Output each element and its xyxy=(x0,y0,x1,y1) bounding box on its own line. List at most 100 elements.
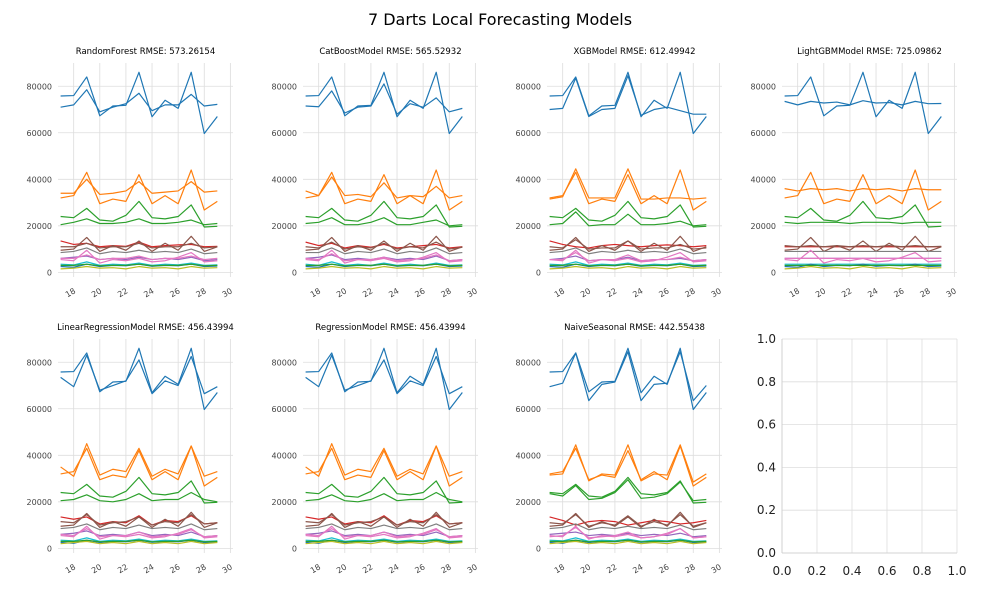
x-tick-label: 24 xyxy=(387,562,400,575)
subplot-title: LightGBMModel RMSE: 725.09862 xyxy=(797,47,942,57)
series-line xyxy=(60,537,218,542)
x-tick-label: 24 xyxy=(142,562,155,575)
x-tick-label: 20 xyxy=(90,562,103,575)
series-line xyxy=(305,235,463,253)
series-line xyxy=(784,169,942,211)
series-line xyxy=(305,514,463,526)
y-tick-label: 60000 xyxy=(516,129,541,138)
series-line xyxy=(60,254,218,261)
x-tick-label: 22 xyxy=(116,286,129,299)
subplot-title: RegressionModel RMSE: 456.43994 xyxy=(315,323,465,333)
series-line xyxy=(305,83,463,115)
series-line xyxy=(549,531,707,538)
subplot-2: CatBoostModel RMSE: 565.52932 0 20000 40000… xyxy=(272,47,479,299)
x-tick-label: 26 xyxy=(168,562,181,575)
x-tick-label: 1.0 xyxy=(947,564,966,578)
series-line xyxy=(305,176,463,199)
series-line xyxy=(60,515,218,526)
x-tick-label: 22 xyxy=(116,562,129,575)
series-line xyxy=(60,247,218,255)
series-line xyxy=(60,249,218,264)
series-line xyxy=(305,540,463,545)
series-line xyxy=(305,217,463,227)
series-line xyxy=(784,235,942,253)
series-line xyxy=(60,476,218,504)
y-tick-label: 0 xyxy=(292,268,297,277)
series-line xyxy=(549,516,707,526)
series-line xyxy=(549,249,707,264)
series-line xyxy=(549,263,707,267)
series-line xyxy=(60,523,218,531)
series-line xyxy=(549,537,707,542)
series-line xyxy=(549,479,707,502)
series-line xyxy=(60,347,218,411)
x-tick-label: 22 xyxy=(361,286,374,299)
series-line xyxy=(60,514,218,526)
y-tick-label: 80000 xyxy=(751,82,776,91)
y-tick-label: 40000 xyxy=(27,175,52,184)
y-tick-label: 0 xyxy=(292,544,297,553)
subplot-3: XGBModel RMSE: 612.49942 0 20000 40000 60000… xyxy=(516,47,723,299)
y-tick-label: 40000 xyxy=(516,451,541,460)
series-line xyxy=(784,263,942,268)
x-tick-label: 26 xyxy=(413,562,426,575)
series-line xyxy=(549,476,707,504)
x-tick-label: 0.4 xyxy=(842,564,861,578)
series-line xyxy=(549,251,707,262)
y-tick-label: 40000 xyxy=(516,175,541,184)
series-line xyxy=(305,347,463,411)
x-tick-label: 28 xyxy=(439,562,452,575)
series-line xyxy=(305,265,463,270)
x-tick-label: 18 xyxy=(64,562,77,575)
y-tick-label: 20000 xyxy=(27,222,52,231)
y-tick-label: 20000 xyxy=(272,498,297,507)
y-tick-label: 60000 xyxy=(27,405,52,414)
x-tick-label: 30 xyxy=(221,562,234,575)
x-tick-label: 22 xyxy=(605,562,618,575)
x-tick-label: 30 xyxy=(710,562,723,575)
y-tick-label: 40000 xyxy=(27,451,52,460)
x-tick-label: 0.0 xyxy=(772,564,791,578)
y-tick-label: 0.0 xyxy=(757,546,776,560)
x-tick-label: 28 xyxy=(194,562,207,575)
series-line xyxy=(549,239,707,250)
series-line xyxy=(60,539,218,543)
x-tick-label: 22 xyxy=(605,286,618,299)
x-tick-label: 20 xyxy=(335,286,348,299)
series-line xyxy=(549,526,707,539)
series-line xyxy=(60,265,218,270)
x-tick-label: 26 xyxy=(657,286,670,299)
y-tick-label: 0.8 xyxy=(757,375,776,389)
series-line xyxy=(305,200,463,228)
x-tick-label: 18 xyxy=(64,286,77,299)
series-line xyxy=(549,75,707,118)
series-line xyxy=(60,178,218,196)
series-line xyxy=(305,537,463,542)
x-tick-label: 28 xyxy=(439,286,452,299)
series-line xyxy=(60,218,218,226)
y-tick-label: 0 xyxy=(47,544,52,553)
series-line xyxy=(305,443,463,477)
series-line xyxy=(784,249,942,264)
series-line xyxy=(549,211,707,227)
x-tick-label: 30 xyxy=(710,286,723,299)
series-line xyxy=(549,265,707,270)
series-line xyxy=(784,100,942,106)
y-tick-label: 20000 xyxy=(751,222,776,231)
x-tick-label: 24 xyxy=(866,286,879,299)
y-tick-label: 80000 xyxy=(516,358,541,367)
y-tick-label: 0 xyxy=(536,544,541,553)
series-line xyxy=(784,221,942,225)
y-tick-label: 0.2 xyxy=(757,503,776,517)
series-line xyxy=(305,539,463,543)
series-line xyxy=(549,539,707,543)
y-tick-label: 0 xyxy=(771,268,776,277)
series-line xyxy=(305,261,463,266)
y-tick-label: 40000 xyxy=(272,175,297,184)
x-tick-label: 28 xyxy=(683,286,696,299)
series-line xyxy=(549,351,707,402)
y-tick-label: 20000 xyxy=(516,222,541,231)
series-line xyxy=(60,525,218,540)
x-tick-label: 22 xyxy=(361,562,374,575)
